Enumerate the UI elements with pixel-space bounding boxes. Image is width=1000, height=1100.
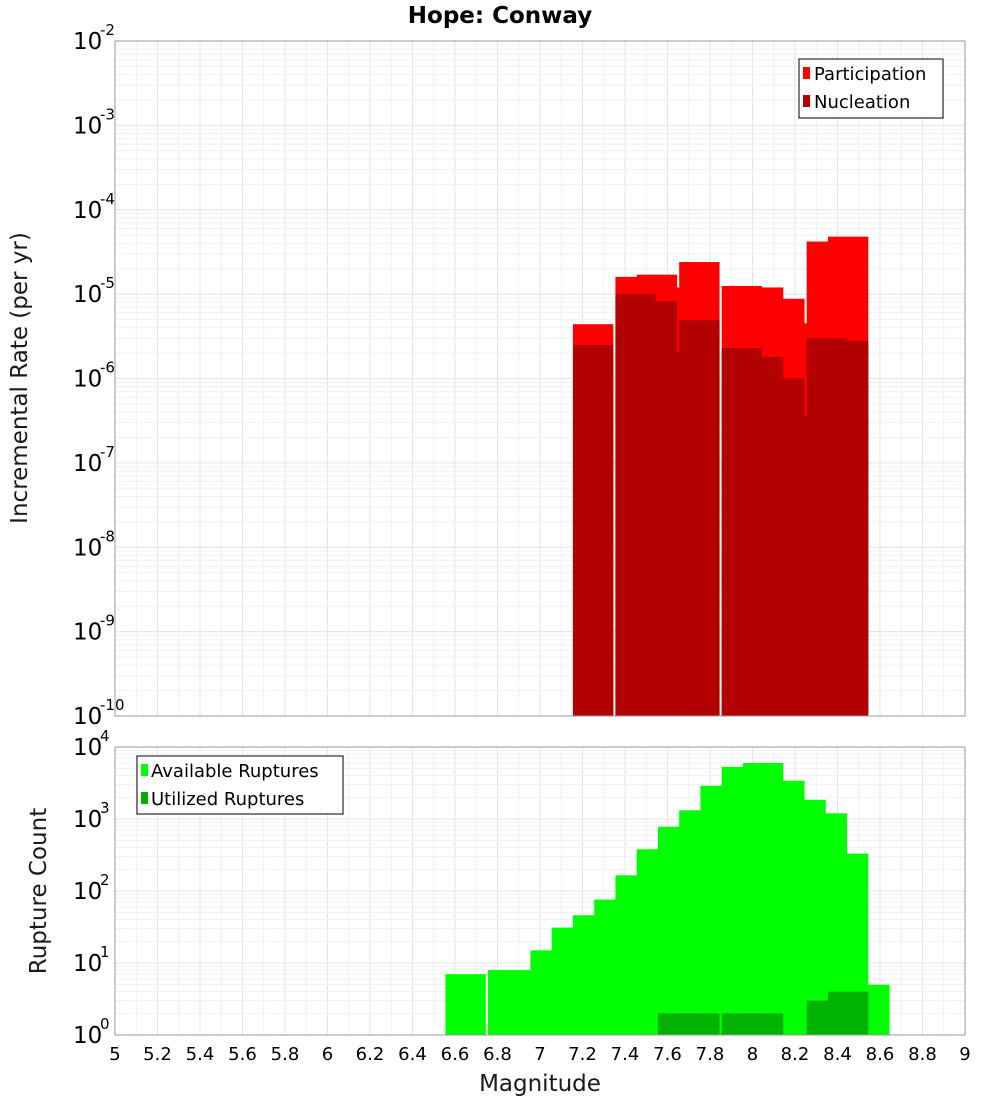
top-legend: Participation Nucleation [798,58,944,119]
y-tick-exponent: 4 [100,727,110,745]
x-tick-label: 7.4 [611,1044,640,1065]
x-tick-label: 6 [322,1044,333,1065]
y-tick-label: 10 [73,29,102,55]
y-tick-exponent: -7 [100,443,115,461]
x-tick-label: 5.8 [271,1044,300,1065]
y-tick-exponent: -6 [100,359,115,377]
y-tick-label: 10 [73,620,102,646]
bottom-bar-available-ruptures [445,974,486,1035]
bottom-y-axis-label: Rupture Count [26,808,52,974]
legend-label-nucleation: Nucleation [814,92,910,113]
y-tick-exponent: 1 [100,943,110,961]
bottom-bar-utilized-ruptures [742,1013,784,1035]
legend-label-available: Available Ruptures [151,761,319,782]
y-tick-label: 10 [73,367,102,393]
y-tick-exponent: -4 [100,190,115,208]
x-tick-label: 5.6 [228,1044,257,1065]
legend-swatch-nucleation [803,95,810,107]
legend-swatch-available [141,764,148,776]
top-bar-nucleation [827,340,869,716]
chart-title: Hope: Conway [408,3,592,29]
bottom-bars [445,762,890,1035]
y-tick-label: 10 [73,1023,102,1049]
x-tick-label: 8.2 [781,1044,810,1065]
legend-label-participation: Participation [814,64,926,85]
x-tick-label: 5.4 [186,1044,215,1065]
y-tick-label: 10 [73,535,102,561]
bottom-bar-utilized-ruptures [827,991,869,1035]
bottom-bar-utilized-ruptures [679,1013,720,1035]
x-tick-label: 6.6 [441,1044,470,1065]
top-bar-nucleation [572,344,614,716]
y-tick-exponent: -10 [100,696,125,714]
x-tick-label: 7.2 [568,1044,597,1065]
y-tick-label: 10 [73,735,102,761]
x-tick-label: 8 [747,1044,758,1065]
y-tick-exponent: -5 [100,274,115,292]
y-tick-exponent: -8 [100,527,115,545]
y-tick-exponent: 0 [100,1015,110,1033]
y-tick-label: 10 [73,282,102,308]
x-axis-label: Magnitude [479,1071,601,1097]
x-tick-label: 8.4 [823,1044,852,1065]
x-tick-label: 8.8 [908,1044,937,1065]
y-tick-label: 10 [73,451,102,477]
y-tick-exponent: 3 [100,799,110,817]
legend-label-utilized: Utilized Ruptures [151,789,304,810]
y-tick-label: 10 [73,113,102,139]
y-tick-label: 10 [73,807,102,833]
x-tick-label: 5 [109,1044,120,1065]
x-tick-label: 6.8 [483,1044,512,1065]
x-tick-label: 8.6 [866,1044,895,1065]
top-y-axis-label: Incremental Rate (per yr) [7,232,33,524]
x-tick-label: 5.2 [143,1044,172,1065]
x-tick-label: 7.8 [696,1044,725,1065]
y-tick-label: 10 [73,879,102,905]
y-tick-exponent: -9 [100,612,115,630]
x-tick-label: 7.6 [653,1044,682,1065]
top-bar-nucleation [679,320,720,716]
top-bars [572,236,869,717]
x-tick-label: 6.2 [356,1044,385,1065]
y-tick-label: 10 [73,198,102,224]
y-tick-exponent: 2 [100,871,110,889]
x-ticks: 5 5.2 5.4 5.6 5.8 6 6.2 6.4 6.6 6.8 7 7.2 7.4 7.6 7.8 8… [109,1044,970,1065]
y-tick-exponent: -3 [100,105,115,123]
y-tick-exponent: -2 [100,21,115,39]
x-tick-label: 6.4 [398,1044,427,1065]
y-tick-label: 10 [73,704,102,730]
legend-swatch-participation [803,67,810,79]
y-tick-label: 10 [73,951,102,977]
legend-swatch-utilized [141,792,148,804]
x-tick-label: 7 [534,1044,545,1065]
x-tick-label: 9 [959,1044,970,1065]
bottom-legend: Available Ruptures Utilized Ruptures [136,755,344,815]
